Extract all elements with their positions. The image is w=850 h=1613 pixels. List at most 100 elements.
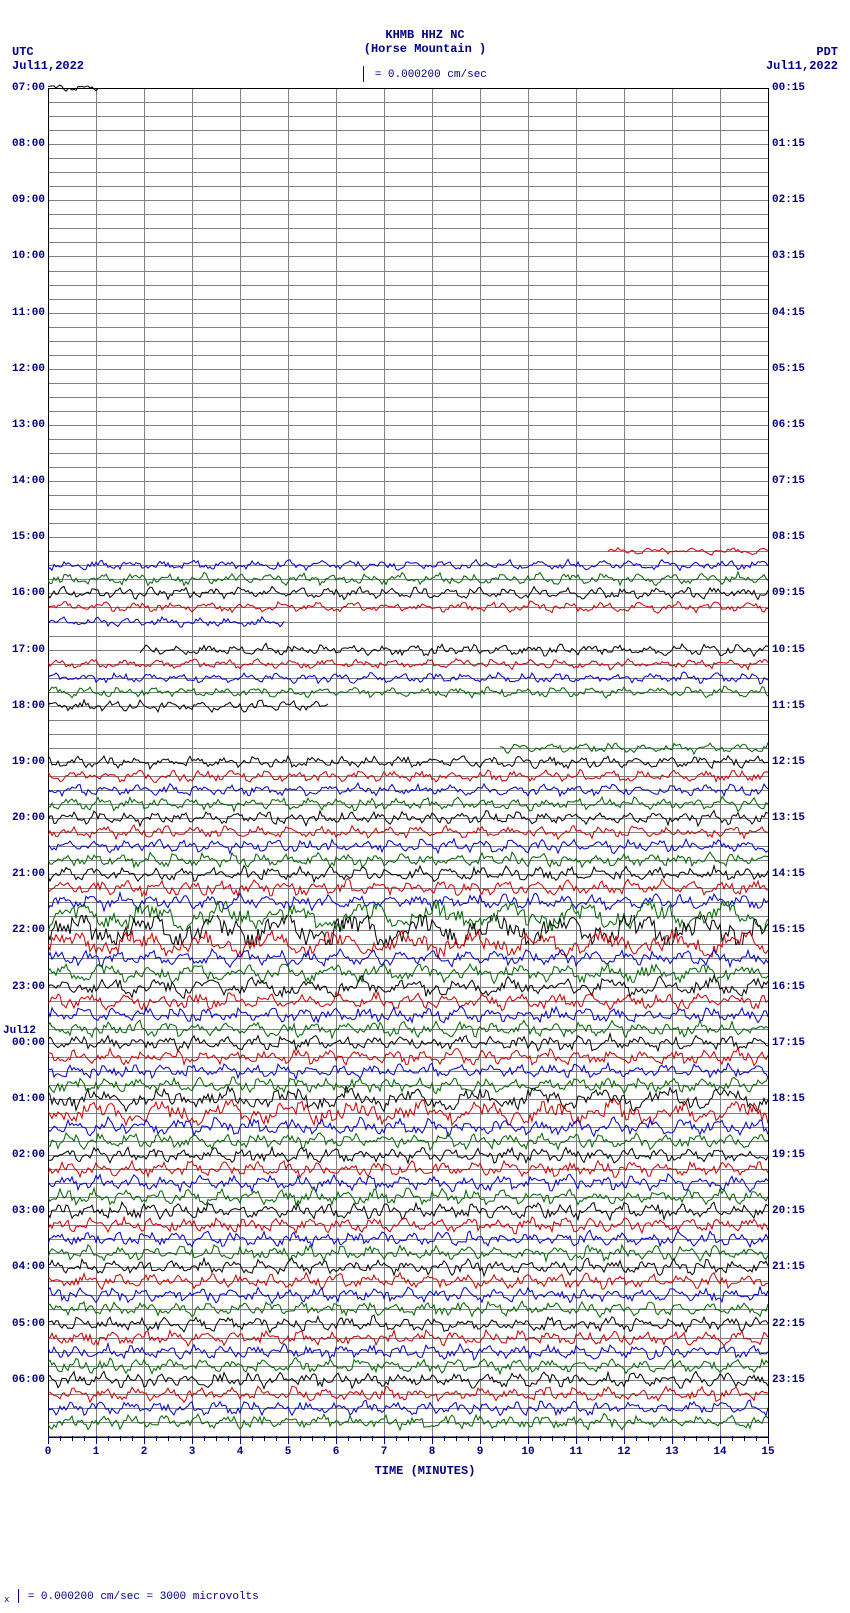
hour-label-right: 01:15 (772, 138, 805, 150)
hour-label-left: 12:00 (3, 363, 45, 375)
gridline-h (48, 1295, 768, 1296)
hour-label-left: 10:00 (3, 250, 45, 262)
xtick-minor (300, 1436, 301, 1441)
xtick-major (192, 1436, 193, 1444)
gridline-h (48, 1127, 768, 1128)
hour-label-left: 21:00 (3, 868, 45, 880)
hour-label-left: 14:00 (3, 475, 45, 487)
xtick-minor (696, 1436, 697, 1441)
hour-label-right: 16:15 (772, 981, 805, 993)
xtick-label: 0 (45, 1446, 52, 1458)
xtick-major (240, 1436, 241, 1444)
gridline-h (48, 958, 768, 959)
gridline-h (48, 1309, 768, 1310)
xtick-label: 14 (713, 1446, 726, 1458)
xtick-minor (492, 1436, 493, 1441)
gridline-h (48, 1043, 768, 1044)
xtick-minor (156, 1436, 157, 1441)
gridline-h (48, 790, 768, 791)
gridline-h (48, 1057, 768, 1058)
hour-label-left: 03:00 (3, 1205, 45, 1217)
gridline-h (48, 888, 768, 889)
xtick-minor (276, 1436, 277, 1441)
gridline-h (48, 341, 768, 342)
xtick-label: 8 (429, 1446, 436, 1458)
tz-left-label: UTC (12, 45, 84, 59)
gridline-h (48, 1380, 768, 1381)
xtick-minor (588, 1436, 589, 1441)
scale-indicator-top: = 0.000200 cm/sec (0, 66, 850, 82)
gridline-h (48, 720, 768, 721)
xtick-minor (324, 1436, 325, 1441)
hour-label-right: 11:15 (772, 700, 805, 712)
gridline-h (48, 1422, 768, 1423)
footer-scale: x = 0.000200 cm/sec = 3000 microvolts (4, 1589, 259, 1605)
hour-label-right: 05:15 (772, 363, 805, 375)
gridline-h (48, 1099, 768, 1100)
gridline-h (48, 1071, 768, 1072)
xtick-minor (660, 1436, 661, 1441)
xtick-minor (420, 1436, 421, 1441)
xtick-minor (372, 1436, 373, 1441)
gridline-h (48, 228, 768, 229)
xtick-minor (228, 1436, 229, 1441)
hour-label-left: 15:00 (3, 531, 45, 543)
station-code: KHMB HHZ NC (0, 28, 850, 42)
xaxis-label: TIME (MINUTES) (0, 1464, 850, 1478)
gridline-h (48, 313, 768, 314)
hour-label-right: 07:15 (772, 475, 805, 487)
xtick-minor (744, 1436, 745, 1441)
xtick-minor (612, 1436, 613, 1441)
xtick-minor (72, 1436, 73, 1441)
xtick-label: 9 (477, 1446, 484, 1458)
hour-label-right: 22:15 (772, 1318, 805, 1330)
gridline-h (48, 664, 768, 665)
xtick-major (432, 1436, 433, 1444)
gridline-h (48, 692, 768, 693)
gridline-h (48, 509, 768, 510)
hour-label-right: 04:15 (772, 307, 805, 319)
gridline-h (48, 200, 768, 201)
gridline-h (48, 944, 768, 945)
xtick-minor (444, 1436, 445, 1441)
timezone-right: PDT Jul11,2022 (766, 45, 838, 73)
xtick-major (144, 1436, 145, 1444)
gridline-h (48, 987, 768, 988)
xtick-major (672, 1436, 673, 1444)
xtick-minor (396, 1436, 397, 1441)
hour-label-right: 17:15 (772, 1037, 805, 1049)
hour-label-right: 09:15 (772, 587, 805, 599)
gridline-h (48, 256, 768, 257)
xtick-minor (540, 1436, 541, 1441)
gridline-h (48, 186, 768, 187)
hour-label-left: 08:00 (3, 138, 45, 150)
gridline-h (48, 776, 768, 777)
gridline-h (48, 537, 768, 538)
gridline-h (48, 369, 768, 370)
helicorder-plot: 07:0008:0009:0010:0011:0012:0013:0014:00… (48, 88, 768, 1436)
gridline-h (48, 1029, 768, 1030)
hour-label-right: 21:15 (772, 1261, 805, 1273)
hour-label-left: 00:00 (3, 1037, 45, 1049)
station-name: (Horse Mountain ) (0, 42, 850, 56)
gridline-h (48, 1253, 768, 1254)
gridline-h (48, 650, 768, 651)
xtick-minor (360, 1436, 361, 1441)
xtick-minor (348, 1436, 349, 1441)
gridline-h (48, 1338, 768, 1339)
gridline-h (48, 874, 768, 875)
hour-label-left: 22:00 (3, 924, 45, 936)
xtick-major (720, 1436, 721, 1444)
gridline-h (48, 734, 768, 735)
xtick-minor (564, 1436, 565, 1441)
xtick-major (288, 1436, 289, 1444)
xtick-major (528, 1436, 529, 1444)
hour-label-left: 20:00 (3, 812, 45, 824)
xtick-minor (468, 1436, 469, 1441)
xtick-minor (684, 1436, 685, 1441)
gridline-h (48, 1352, 768, 1353)
gridline-h (48, 1001, 768, 1002)
gridline-h (48, 579, 768, 580)
xtick-label: 3 (189, 1446, 196, 1458)
xtick-minor (732, 1436, 733, 1441)
